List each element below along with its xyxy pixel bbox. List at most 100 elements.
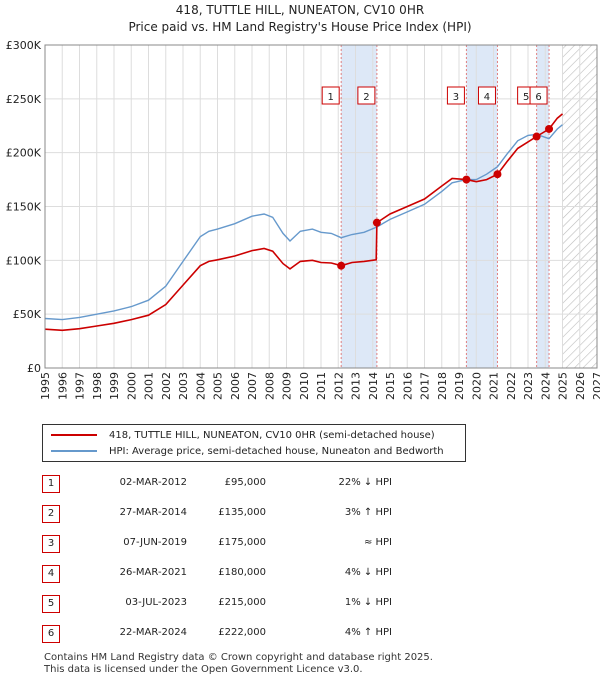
x-tick-label: 2010 — [298, 372, 311, 400]
sale-number-label: 3 — [453, 92, 459, 103]
sale-date: 27-MAR-2014 — [119, 507, 187, 518]
sale-price: £175,000 — [218, 537, 266, 548]
sale-number-box — [321, 86, 340, 105]
sale-number-box — [529, 86, 548, 105]
x-tick-label: 2019 — [453, 372, 466, 400]
x-tick-label: 2002 — [160, 372, 173, 400]
x-tick-label: 2027 — [591, 372, 600, 400]
x-tick-label: 2017 — [419, 372, 432, 400]
sale-hpi-comparison: ≈ HPI — [363, 537, 392, 548]
sale-date: 07-JUN-2019 — [123, 537, 187, 548]
table-row: 5 03-JUL-2023 £215,000 1% ↓ HPI — [42, 595, 562, 613]
sale-number-box — [357, 86, 376, 105]
sale-hpi-comparison: 1% ↓ HPI — [344, 597, 392, 608]
sale-date: 02-MAR-2012 — [119, 477, 187, 488]
chart-subtitle: Price paid vs. HM Land Registry's House … — [128, 20, 472, 34]
x-tick-label: 2016 — [401, 372, 414, 400]
sale-date: 03-JUL-2023 — [125, 597, 187, 608]
legend-item-hpi: HPI: Average price, semi-detached house,… — [51, 443, 444, 459]
y-tick-label: £250K — [6, 93, 42, 106]
y-tick-label: £150K — [6, 201, 42, 214]
x-tick-label: 1997 — [74, 372, 87, 400]
x-tick-label: 2020 — [470, 372, 483, 400]
sale-number-badge: 3 — [42, 535, 60, 553]
sale-hpi-comparison: 4% ↑ HPI — [344, 627, 392, 638]
x-tick-label: 2009 — [281, 372, 294, 400]
sale-point — [532, 132, 541, 141]
y-tick-label: £200K — [6, 147, 42, 160]
chart-title: 418, TUTTLE HILL, NUNEATON, CV10 0HR — [175, 3, 425, 17]
sale-hpi-comparison: 22% ↓ HPI — [338, 477, 392, 488]
chart-legend: 418, TUTTLE HILL, NUNEATON, CV10 0HR (se… — [42, 424, 466, 462]
x-tick-label: 2014 — [367, 372, 380, 400]
sale-hpi-comparison: 4% ↓ HPI — [344, 567, 392, 578]
sale-date: 26-MAR-2021 — [119, 567, 187, 578]
x-tick-label: 2023 — [522, 372, 535, 400]
table-row: 3 07-JUN-2019 £175,000 ≈ HPI — [42, 535, 562, 553]
x-tick-label: 2021 — [488, 372, 501, 400]
price-chart: 1 2 3 4 5 6 £0 £50K £100K £150K £200K £250K £300K 199… — [6, 39, 600, 400]
y-tick-label: £50K — [13, 308, 42, 321]
sale-number-label: 1 — [327, 92, 333, 103]
x-tick-label: 2005 — [212, 372, 225, 400]
legend-red-line — [51, 434, 97, 436]
sale-number-box — [477, 86, 496, 105]
x-tick-label: 2000 — [125, 372, 138, 400]
x-tick-label: 1996 — [56, 372, 69, 400]
sale-price: £95,000 — [224, 477, 266, 488]
x-tick-label: 2008 — [263, 372, 276, 400]
x-tick-label: 2025 — [557, 372, 570, 400]
sale-number-badge: 5 — [42, 595, 60, 613]
sale-number-badge: 4 — [42, 565, 60, 583]
table-row: 1 02-MAR-2012 £95,000 22% ↓ HPI — [42, 475, 562, 493]
x-tick-label: 2011 — [315, 372, 328, 400]
table-row: 2 27-MAR-2014 £135,000 3% ↑ HPI — [42, 505, 562, 523]
table-row: 4 26-MAR-2021 £180,000 4% ↓ HPI — [42, 565, 562, 583]
x-tick-label: 2018 — [436, 372, 449, 400]
sale-number-badge: 6 — [42, 625, 60, 643]
x-tick-label: 2026 — [574, 372, 587, 400]
sale-number-badge: 2 — [42, 505, 60, 523]
sale-point — [493, 170, 502, 179]
x-tick-label: 2013 — [350, 372, 363, 400]
sale-price: £215,000 — [218, 597, 266, 608]
sale-date: 22-MAR-2024 — [119, 627, 187, 638]
x-tick-label: 2003 — [177, 372, 190, 400]
y-tick-label: £300K — [6, 39, 42, 52]
sale-point — [337, 261, 346, 270]
sale-point — [462, 175, 471, 184]
sale-number-label: 5 — [523, 92, 529, 103]
sale-number-label: 2 — [363, 92, 369, 103]
sale-price: £135,000 — [218, 507, 266, 518]
x-tick-label: 2007 — [246, 372, 259, 400]
x-tick-label: 2006 — [229, 372, 242, 400]
footer-copyright: Contains HM Land Registry data © Crown c… — [44, 652, 433, 663]
x-tick-label: 1995 — [39, 372, 52, 400]
legend-blue-line — [51, 450, 97, 452]
x-tick-label: 2022 — [505, 372, 518, 400]
y-tick-label: £0 — [27, 362, 41, 375]
sale-number-label: 4 — [484, 92, 490, 103]
sale-price: £222,000 — [218, 627, 266, 638]
x-tick-label: 1999 — [108, 372, 121, 400]
legend-item-property: 418, TUTTLE HILL, NUNEATON, CV10 0HR (se… — [51, 427, 435, 443]
sale-point — [545, 124, 554, 133]
sale-hpi-comparison: 3% ↑ HPI — [344, 507, 392, 518]
sale-point — [372, 218, 381, 227]
sale-price: £180,000 — [218, 567, 266, 578]
hpi-line — [44, 124, 563, 321]
sale-number-box — [446, 86, 465, 105]
table-row: 6 22-MAR-2024 £222,000 4% ↑ HPI — [42, 625, 562, 643]
y-tick-label: £100K — [6, 254, 42, 267]
x-tick-label: 2004 — [194, 372, 207, 400]
x-tick-label: 1998 — [91, 372, 104, 400]
x-tick-label: 2015 — [384, 372, 397, 400]
x-tick-label: 2012 — [332, 372, 345, 400]
footer-licence: This data is licensed under the Open Gov… — [44, 664, 363, 675]
legend-label-property: 418, TUTTLE HILL, NUNEATON, CV10 0HR (se… — [109, 429, 435, 441]
sale-number-badge: 1 — [42, 475, 60, 493]
x-tick-label: 2024 — [539, 372, 552, 400]
legend-label-hpi: HPI: Average price, semi-detached house,… — [109, 445, 444, 457]
plot-frame — [44, 44, 598, 369]
x-tick-label: 2001 — [143, 372, 156, 400]
